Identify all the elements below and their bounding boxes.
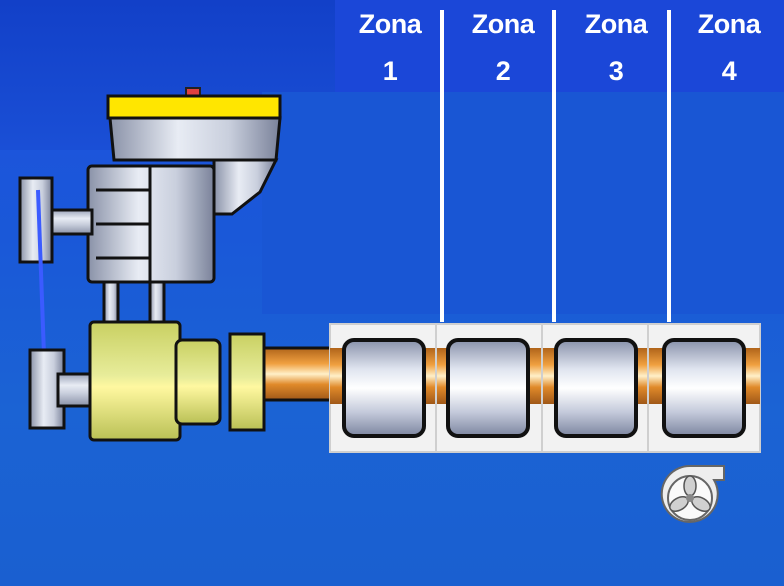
zone-1-header: Zona 1: [335, 8, 445, 87]
zone-divider-3: [667, 10, 671, 322]
zone-3-header: Zona 3: [561, 8, 671, 87]
zone-2-header: Zona 2: [448, 8, 558, 87]
zone-2-label: Zona: [471, 9, 535, 39]
zone-header-bar: [335, 0, 784, 92]
zone-2-number: 2: [495, 56, 511, 86]
zone-panel: [262, 92, 784, 314]
zone-divider-2: [552, 10, 556, 322]
zone-4-number: 4: [721, 56, 737, 86]
motor-icon: [18, 164, 216, 324]
zone-4-label: Zona: [697, 9, 761, 39]
zone-3-label: Zona: [584, 9, 648, 39]
gearbox-icon: [88, 320, 266, 442]
heater-band-icon: [342, 338, 746, 438]
zone-4-header: Zona 4: [674, 8, 784, 87]
cooling-fan-icon[interactable]: [660, 460, 730, 528]
zone-1-label: Zona: [358, 9, 422, 39]
hopper-icon: [106, 87, 282, 216]
zone-3-number: 3: [608, 56, 624, 86]
zone-1-number: 1: [382, 56, 398, 86]
zone-divider-1: [440, 10, 444, 322]
